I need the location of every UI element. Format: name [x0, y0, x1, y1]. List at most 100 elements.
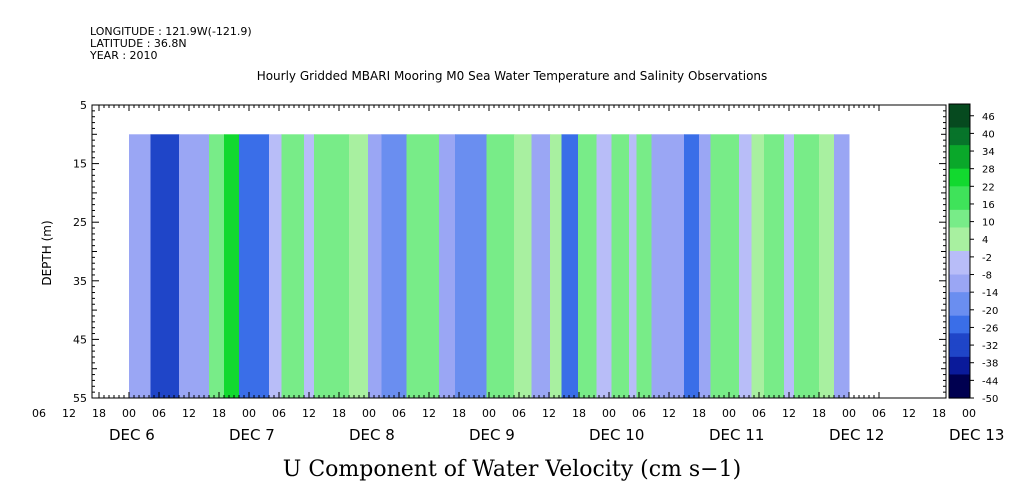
heatmap-cell [794, 134, 820, 399]
x-hour-label: 06 [512, 407, 526, 420]
heatmap-cell [406, 134, 440, 399]
colorbar-label: 4 [982, 235, 988, 246]
colorbar-swatch [949, 392, 970, 399]
heatmap-cell [269, 134, 282, 399]
colorbar-swatch [949, 239, 970, 246]
x-hour-label: 18 [92, 407, 106, 420]
heatmap-cell [455, 134, 487, 399]
colorbar-swatch [949, 221, 970, 229]
heatmap-cell [819, 134, 835, 399]
colorbar-label: -2 [982, 253, 992, 264]
colorbar-swatch [949, 274, 970, 281]
colorbar-frame [948, 103, 971, 399]
colorbar-label: -32 [982, 341, 998, 352]
heatmap-cell [764, 134, 785, 399]
colorbar-swatch [949, 303, 970, 311]
x-day-label: DEC 6 [109, 426, 155, 444]
x-axis-title: U Component of Water Velocity (cm s−1) [283, 457, 741, 482]
colorbar-swatch [949, 292, 970, 299]
x-day-label: DEC 7 [229, 426, 275, 444]
chart-title: Hourly Gridded MBARI Mooring M0 Sea Wate… [257, 69, 768, 83]
x-hour-label: 18 [572, 407, 586, 420]
heatmap-cell [486, 134, 515, 399]
x-hour-label: 12 [782, 407, 796, 420]
x-hour-label: 00 [242, 407, 256, 420]
colorbar-swatch [949, 121, 970, 129]
colorbar-label: -8 [982, 271, 992, 282]
x-hour-label: 06 [272, 407, 286, 420]
colorbar-swatch [949, 268, 970, 276]
heatmap-cell [739, 134, 752, 399]
colorbar-swatch [949, 104, 970, 111]
heatmap-cell [784, 134, 795, 399]
colorbar-swatch [949, 203, 970, 211]
colorbar-swatch [949, 298, 970, 305]
x-hour-label: 06 [752, 407, 766, 420]
heatmap-cell [514, 134, 532, 399]
x-hour-label: 18 [452, 407, 466, 420]
x-hour-label: 12 [902, 407, 916, 420]
x-day-labels: DEC 6 DEC 7 DEC 8 DEC 9 DEC 10 DEC 11 DEC 12 DE… [109, 426, 1004, 444]
x-hour-label: 12 [62, 407, 76, 420]
colorbar-swatch [949, 386, 970, 393]
heatmap-cell [150, 134, 180, 399]
x-hour-label: 00 [602, 407, 616, 420]
colorbar-swatch [949, 345, 970, 352]
heatmap-cell [439, 134, 456, 399]
x-hour-label: 12 [302, 407, 316, 420]
colorbar-swatch [949, 168, 970, 176]
x-hour-label: 12 [662, 407, 676, 420]
x-day-label: DEC 9 [469, 426, 515, 444]
colorbar-label: -26 [982, 323, 998, 334]
colorbar-label: 10 [982, 218, 995, 229]
x-hour-label: 18 [812, 407, 826, 420]
heatmap-cell [281, 134, 305, 399]
heatmap-cell [550, 134, 562, 399]
y-axis-ticks [92, 104, 946, 399]
colorbar-swatch [949, 151, 970, 158]
colorbar-swatch [949, 356, 970, 364]
longitude-label: LONGITUDE : 121.9W(-121.9) [90, 25, 252, 38]
colorbar [949, 104, 970, 399]
x-day-label: DEC 11 [709, 426, 764, 444]
heatmap-cell [636, 134, 652, 399]
colorbar-label: -14 [982, 288, 998, 299]
x-hour-labels: 06 12 18 00 06 12 18 00 06 12 18 00 06 12 18 00 06 12 18 00… [32, 407, 976, 420]
heatmap-cell [224, 134, 240, 399]
colorbar-label: 28 [982, 165, 995, 176]
heatmap-cell [751, 134, 765, 399]
colorbar-swatch [949, 109, 970, 117]
x-axis-ticks [98, 105, 880, 398]
x-hour-label: 18 [932, 407, 946, 420]
x-day-label: DEC 8 [349, 426, 395, 444]
y-tick-label: 25 [73, 216, 87, 229]
colorbar-swatch [949, 186, 970, 193]
x-hour-label: 00 [962, 407, 976, 420]
colorbar-swatch [949, 327, 970, 334]
colorbar-swatch [949, 256, 970, 264]
x-hour-label: 12 [182, 407, 196, 420]
colorbar-swatch [949, 362, 970, 370]
colorbar-label: -44 [982, 376, 998, 387]
heatmap-cell [531, 134, 551, 399]
heatmap-cell [304, 134, 315, 399]
heatmap-cell [651, 134, 685, 399]
colorbar-labels: 46 40 34 28 22 16 10 4 -2 -8 -14 -20 -26 -32 -38 -44 -50 [970, 112, 998, 405]
colorbar-swatch [949, 192, 970, 199]
x-hour-label: 12 [542, 407, 556, 420]
colorbar-swatch [949, 374, 970, 381]
x-hour-label: 18 [212, 407, 226, 420]
colorbar-label: -38 [982, 359, 998, 370]
x-hour-label: 00 [122, 407, 136, 420]
heatmap-cell [368, 134, 382, 399]
colorbar-swatch [949, 339, 970, 346]
x-hour-label: 06 [632, 407, 646, 420]
x-day-label: DEC 13 [949, 426, 1004, 444]
colorbar-swatch [949, 180, 970, 187]
heatmap-cell [710, 134, 740, 399]
x-hour-label: 06 [152, 407, 166, 420]
heatmap-cell [611, 134, 630, 399]
colorbar-swatch [949, 127, 970, 134]
heatmap-cell [699, 134, 711, 399]
colorbar-label: -50 [982, 394, 998, 405]
